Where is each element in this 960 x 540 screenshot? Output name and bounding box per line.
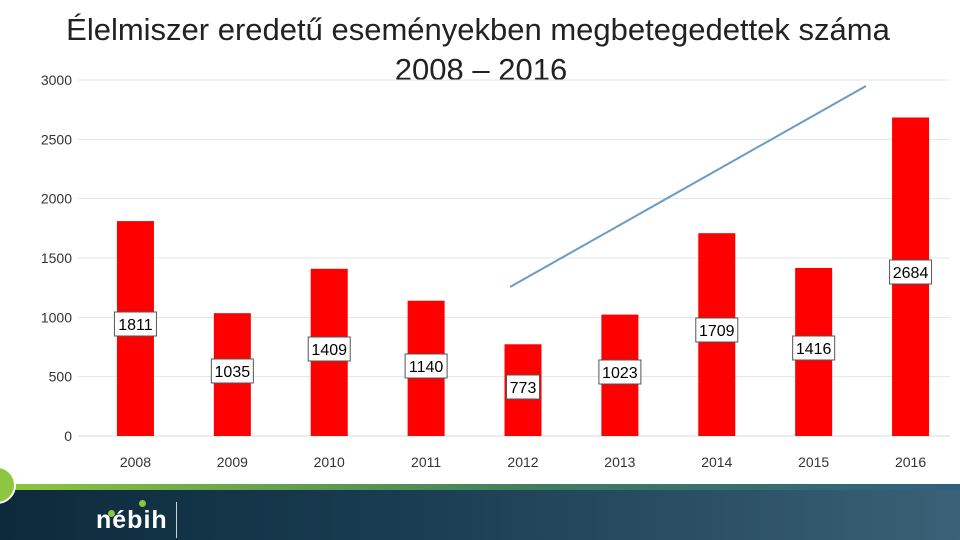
- data-label: 1709: [699, 323, 735, 340]
- trend-line: [509, 85, 867, 288]
- logo-dot-icon: [139, 500, 146, 507]
- y-tick-label: 1500: [41, 250, 72, 266]
- data-label-box: [113, 311, 157, 337]
- y-tick-label: 0: [64, 428, 72, 444]
- footer-body: nébih: [0, 490, 960, 540]
- data-label-box: [506, 374, 540, 400]
- data-label-box: [307, 336, 351, 362]
- y-axis-ticks: 0 500 1000 1500 2000 2500 3000: [41, 72, 72, 444]
- data-label-box: [210, 358, 254, 384]
- y-tick-label: 500: [49, 369, 73, 385]
- footer-stripe: [0, 484, 960, 490]
- data-label: 1140: [409, 359, 444, 376]
- x-tick-label: 2012: [507, 454, 538, 470]
- chart-subtitle: 2008 – 2016: [395, 52, 567, 87]
- data-label: 773: [510, 380, 537, 397]
- data-label: 1023: [602, 365, 638, 382]
- x-tick-label: 2011: [411, 454, 441, 470]
- x-tick-label: 2010: [314, 454, 345, 470]
- x-tick-label: 2009: [217, 454, 248, 470]
- data-label: 1811: [118, 317, 153, 334]
- x-axis-ticks: 2008 2009 2010 2011 2012 2013 2014 2015 2016: [120, 454, 926, 470]
- y-tick-label: 2000: [41, 191, 72, 207]
- logo-accent-icon: [108, 510, 115, 517]
- data-label: 1416: [796, 341, 832, 358]
- y-tick-label: 3000: [41, 72, 72, 88]
- y-tick-label: 2500: [41, 131, 72, 147]
- x-tick-label: 2015: [798, 454, 829, 470]
- data-label-box: [404, 353, 448, 379]
- data-label-box: [695, 317, 739, 343]
- x-tick-label: 2016: [895, 454, 926, 470]
- chart-title: Élelmiszer eredetű eseményekben megbeteg…: [66, 12, 890, 47]
- data-label-box: [889, 259, 933, 285]
- x-tick-label: 2014: [701, 454, 732, 470]
- data-label-box: [792, 335, 836, 361]
- data-label-box: [598, 359, 642, 385]
- data-labels: 1811 1035 1409 1140 773 1023 1709 1416 2684: [113, 259, 933, 400]
- data-label: 1035: [215, 364, 251, 381]
- y-tick-label: 1000: [41, 309, 72, 325]
- data-label: 1409: [311, 342, 347, 359]
- x-tick-label: 2013: [604, 454, 635, 470]
- x-tick-label: 2008: [120, 454, 151, 470]
- nebih-logo: nébih: [96, 506, 168, 534]
- data-label: 2684: [893, 265, 929, 282]
- footer-bar: nébih: [0, 484, 960, 540]
- logo-divider: [176, 502, 177, 538]
